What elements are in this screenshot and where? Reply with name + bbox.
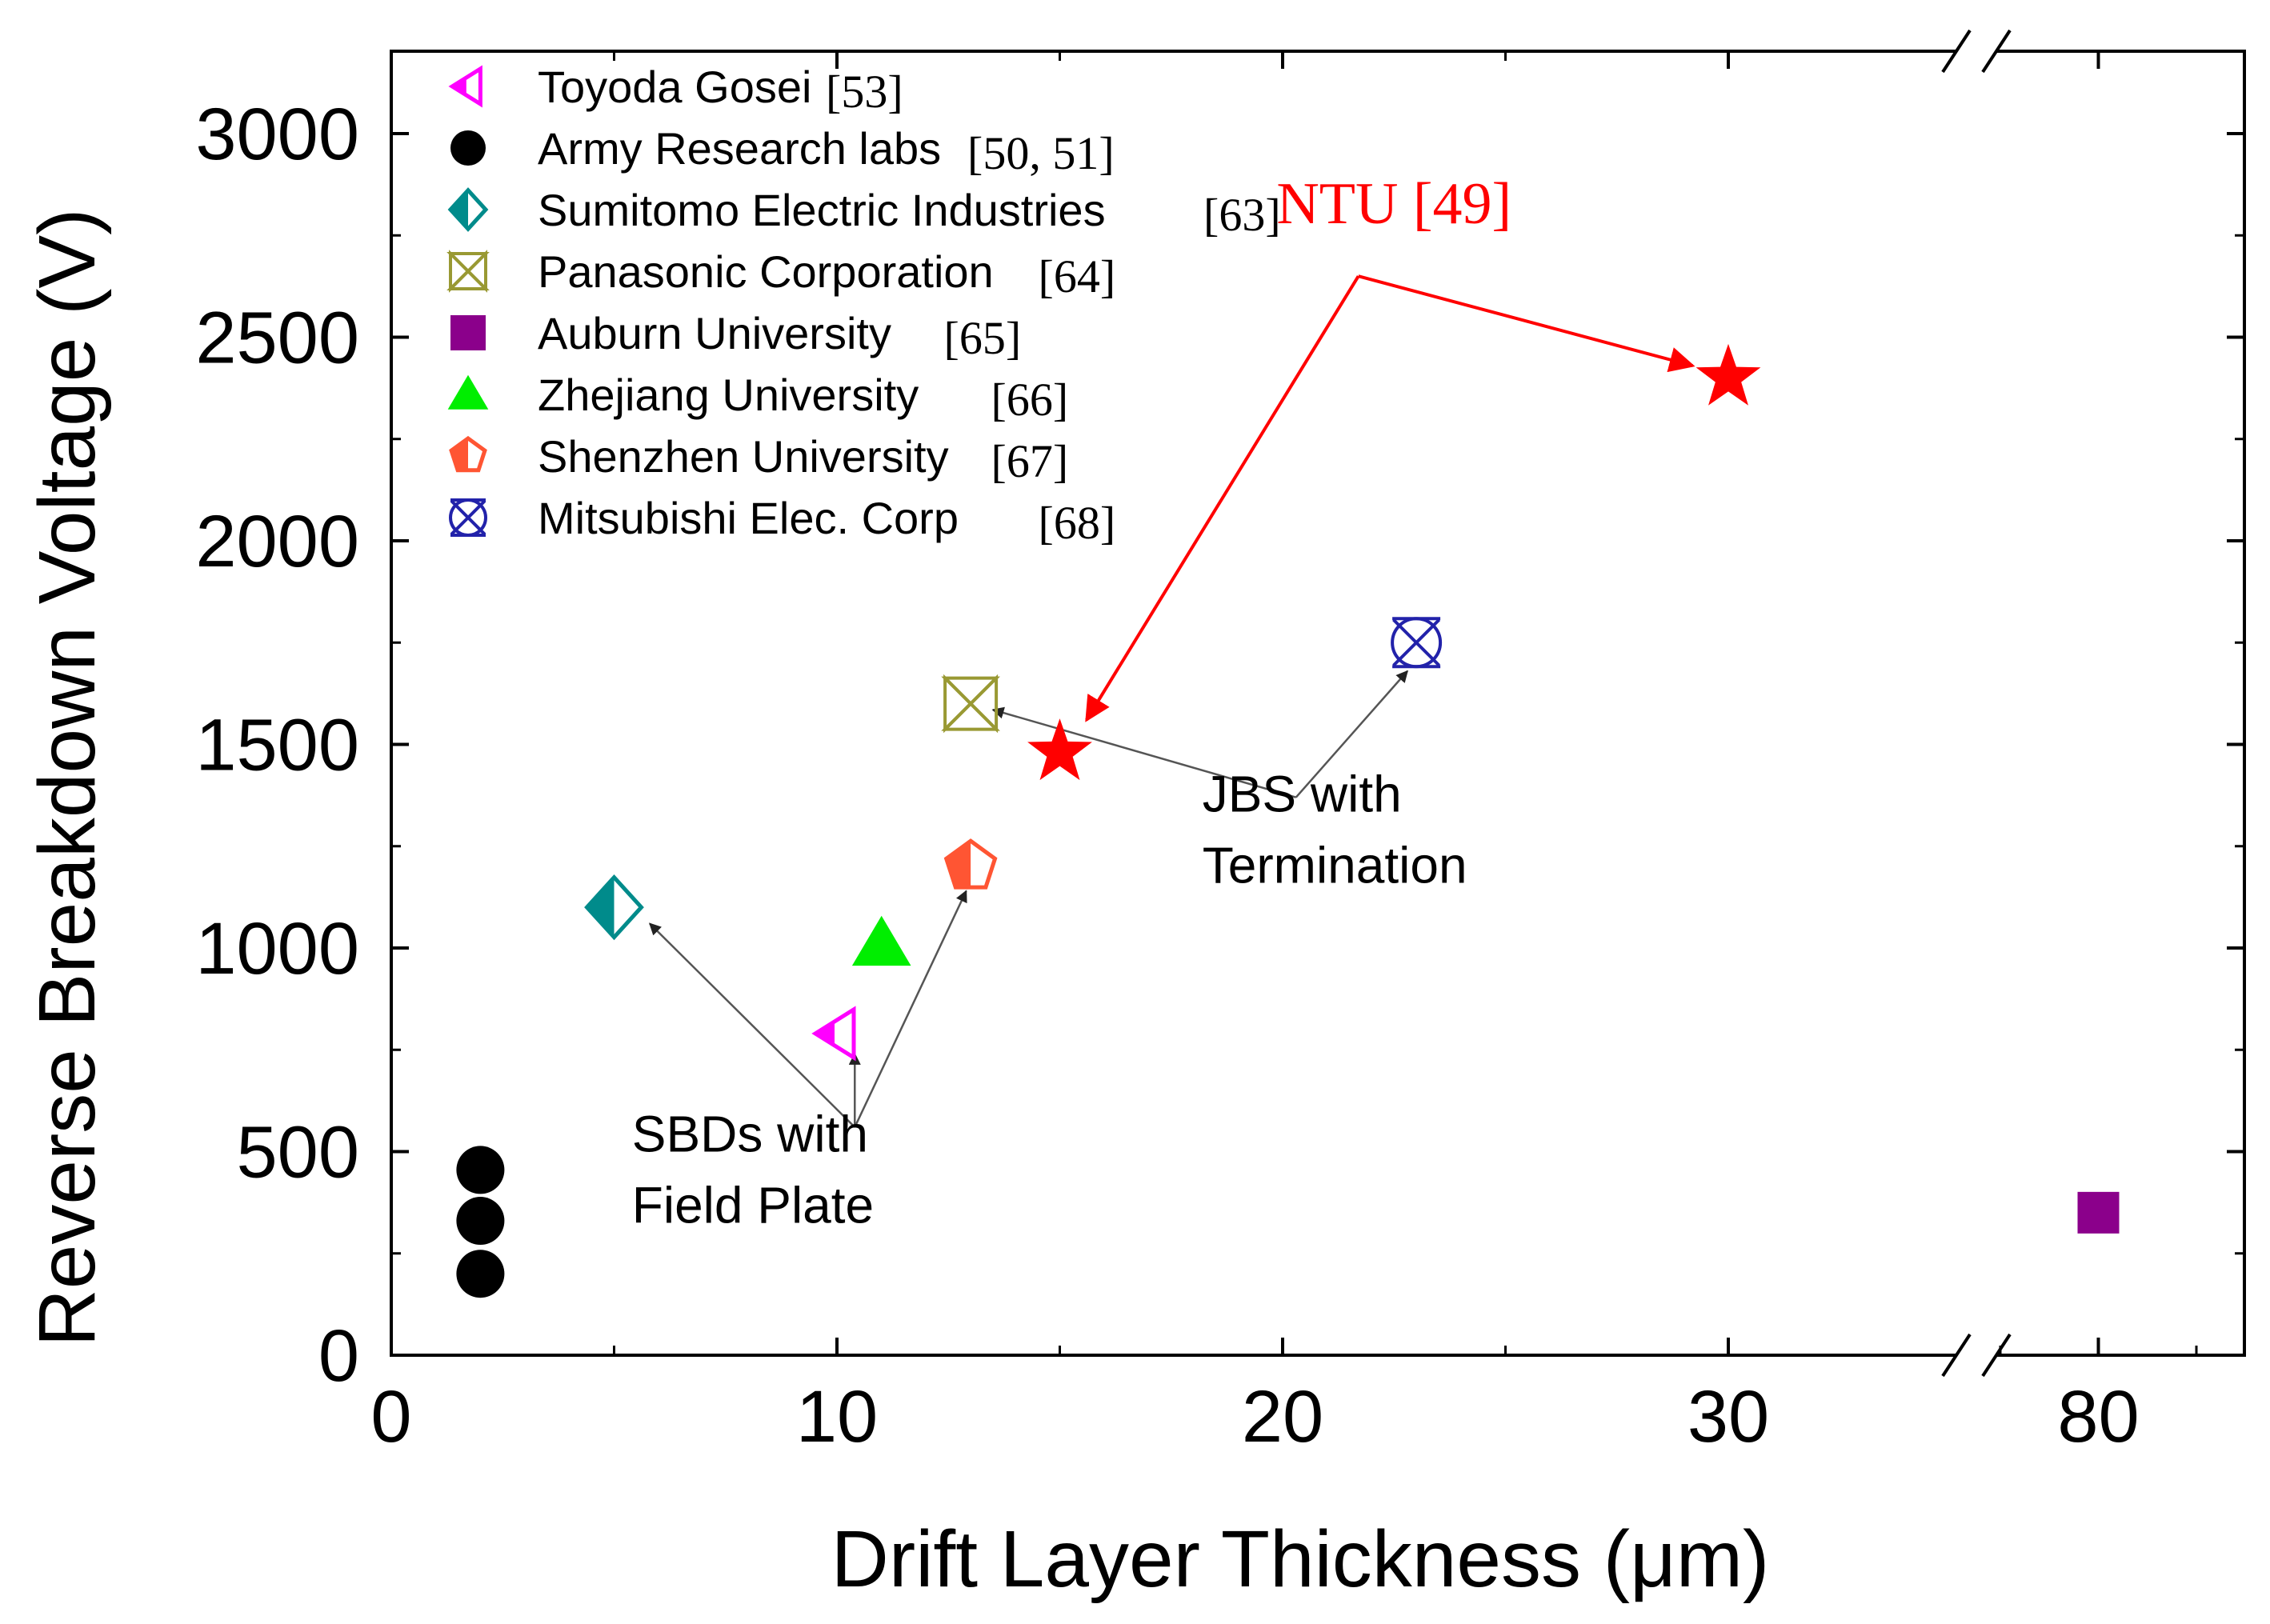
legend-ref: [66] — [991, 374, 1069, 426]
data-point-circle-shape — [456, 1146, 505, 1194]
data-point-square — [2077, 1191, 2120, 1234]
x-tick-label: 30 — [1687, 1376, 1769, 1458]
legend-ref: [63] — [1203, 189, 1281, 241]
legend-ref: [67] — [991, 435, 1069, 487]
legend-ref: [64] — [1039, 250, 1116, 302]
data-point-half-pentagon — [943, 838, 998, 890]
annotation-text: SBDs with — [632, 1106, 868, 1163]
y-tick-label: 3000 — [195, 94, 359, 175]
legend-label: Mitsubishi Elec. Corp — [538, 493, 959, 543]
legend: Toyoda Gosei [53]Army Research labs [50, 5… — [446, 62, 1281, 549]
annotation-arrows — [648, 274, 1695, 1128]
y-axis-label: Reverse Breakdown Voltage (V) — [22, 209, 112, 1347]
axis-ticks — [390, 51, 2244, 1357]
data-point-bowtie-x-shape2 — [941, 676, 1000, 731]
data-point-circle — [456, 1250, 505, 1298]
annotation-text: NTU [49] — [1276, 171, 1511, 237]
plot-frame — [390, 50, 2246, 1357]
data-point-star-shape — [1695, 343, 1761, 406]
data-points — [456, 343, 2120, 1298]
data-point-half-left-triangle — [811, 1006, 856, 1062]
legend-label: Auburn University — [538, 308, 891, 358]
legend-label: Sumitomo Electric Industries — [538, 185, 1106, 235]
legend-ref: [50, 51] — [967, 127, 1115, 179]
annotation-text: JBS with — [1203, 765, 1402, 822]
axis-break-gap — [1956, 46, 1997, 56]
y-tick-label: 500 — [237, 1112, 360, 1194]
legend-marker-fill — [451, 438, 468, 470]
data-point-half-diamond — [584, 874, 644, 941]
legend-marker-shape — [447, 374, 489, 410]
x-tick-label: 0 — [370, 1376, 411, 1458]
legend-marker-shape — [450, 130, 486, 166]
y-tick-label: 1000 — [195, 908, 359, 990]
annotation-arrow — [1358, 274, 1695, 373]
axis-break-slash — [1941, 29, 1972, 74]
x-tick-label: 20 — [1242, 1376, 1323, 1458]
axis-break-slash — [1941, 1333, 1972, 1378]
axis-break-gap — [1956, 1350, 1997, 1360]
legend-marker-shape2 — [446, 252, 490, 290]
data-point-square-shape — [2077, 1191, 2120, 1234]
legend-marker — [448, 65, 482, 108]
annotations: NTU [49] JBS with Termination SBDs with Fiel… — [632, 171, 1511, 1234]
axis-break-marks — [1941, 29, 2012, 1378]
data-point-star-shape — [1027, 718, 1092, 781]
annotation-arrow — [1085, 275, 1360, 722]
legend-marker-shape — [450, 315, 486, 350]
legend-label: Army Research labs — [538, 123, 941, 174]
legend-marker-shape — [448, 65, 482, 108]
axis-tick-labels: 0 10 20 30 80 0 500 1000 1500 2000 2500 3000 — [195, 94, 2139, 1458]
annotation-text: Field Plate — [632, 1177, 874, 1234]
legend-marker — [449, 435, 487, 473]
legend-marker-fill — [450, 190, 468, 230]
data-point-circle — [456, 1146, 505, 1194]
data-point-circle-shape — [456, 1197, 505, 1246]
data-point-star — [1695, 343, 1761, 406]
y-tick-label: 1500 — [195, 705, 359, 786]
legend-marker — [446, 250, 490, 293]
legend-label: Panasonic Corporation — [538, 246, 994, 297]
legend-marker — [449, 498, 487, 537]
data-point-half-pentagon-fill — [946, 841, 971, 888]
data-point-half-diamond-fill — [587, 877, 615, 938]
axis-break-slash — [1981, 1333, 2012, 1378]
annotation-arrow — [648, 922, 856, 1128]
y-tick-label: 2000 — [195, 501, 359, 582]
data-point-circle-x-cross — [1392, 618, 1441, 667]
y-tick-label: 0 — [318, 1315, 359, 1397]
axis-break-slash — [1981, 29, 2012, 74]
y-tick-label: 2500 — [195, 298, 359, 379]
legend-ref: [68] — [1039, 497, 1116, 549]
x-tick-label: 80 — [2057, 1376, 2139, 1458]
data-point-circle-shape — [456, 1250, 505, 1298]
legend-ref: [53] — [826, 66, 903, 118]
legend-marker-fill — [452, 78, 466, 95]
data-point-circle — [456, 1197, 505, 1246]
legend-label: Toyoda Gosei — [538, 62, 811, 112]
legend-label: Shenzhen University — [538, 431, 949, 482]
data-point-half-left-triangle-fill — [815, 1021, 835, 1046]
annotation-arrow — [1295, 670, 1408, 798]
annotation-arrow — [991, 706, 1297, 798]
annotation-text: Termination — [1203, 837, 1467, 894]
legend-ref: [65] — [944, 312, 1022, 364]
data-point-star — [1027, 718, 1092, 781]
annotation-arrow — [854, 890, 967, 1128]
x-axis-label: Drift Layer Thickness (μm) — [831, 1514, 1770, 1604]
data-point-circle-x — [1391, 617, 1443, 669]
legend-marker — [450, 130, 486, 166]
legend-marker — [447, 187, 489, 232]
legend-marker-cross — [450, 499, 486, 536]
data-point-triangle-shape — [851, 915, 911, 966]
data-point-triangle — [851, 915, 911, 966]
data-point-bowtie-x — [941, 674, 1000, 734]
legend-marker — [450, 315, 486, 350]
legend-marker — [447, 374, 489, 410]
legend-label: Zhejiang University — [538, 370, 919, 420]
x-tick-label: 10 — [796, 1376, 878, 1458]
